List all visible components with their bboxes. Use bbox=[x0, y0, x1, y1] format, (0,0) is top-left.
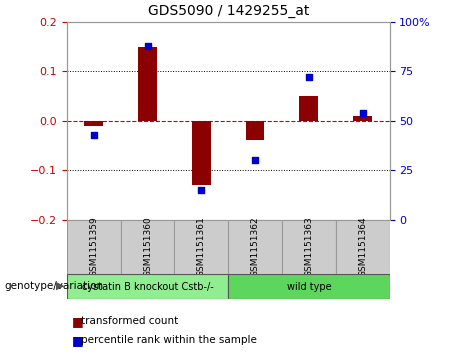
Bar bbox=[282, 220, 336, 274]
Point bbox=[305, 74, 313, 80]
Text: GSM1151363: GSM1151363 bbox=[304, 216, 313, 277]
Point bbox=[359, 110, 366, 116]
Bar bbox=[174, 220, 228, 274]
Bar bbox=[353, 116, 372, 121]
Text: GSM1151364: GSM1151364 bbox=[358, 216, 367, 277]
Text: ■: ■ bbox=[71, 315, 83, 328]
Text: GSM1151361: GSM1151361 bbox=[197, 216, 206, 277]
Bar bbox=[67, 274, 228, 299]
Text: percentile rank within the sample: percentile rank within the sample bbox=[81, 335, 257, 345]
Point bbox=[90, 132, 97, 138]
Title: GDS5090 / 1429255_at: GDS5090 / 1429255_at bbox=[148, 4, 309, 18]
Point bbox=[144, 42, 151, 48]
Text: GSM1151362: GSM1151362 bbox=[251, 216, 260, 277]
Bar bbox=[84, 121, 103, 126]
Text: ■: ■ bbox=[71, 334, 83, 347]
Bar bbox=[246, 121, 265, 140]
Bar bbox=[192, 121, 211, 185]
Bar bbox=[336, 220, 390, 274]
Point bbox=[251, 157, 259, 163]
Text: transformed count: transformed count bbox=[81, 316, 178, 326]
Text: genotype/variation: genotype/variation bbox=[5, 281, 104, 291]
Text: GSM1151360: GSM1151360 bbox=[143, 216, 152, 277]
Bar bbox=[138, 46, 157, 121]
Point bbox=[198, 187, 205, 193]
Bar bbox=[67, 220, 121, 274]
Text: GSM1151359: GSM1151359 bbox=[89, 216, 98, 277]
Bar bbox=[121, 220, 174, 274]
Text: cystatin B knockout Cstb-/-: cystatin B knockout Cstb-/- bbox=[82, 282, 213, 292]
Bar bbox=[228, 274, 390, 299]
Text: wild type: wild type bbox=[287, 282, 331, 292]
Bar bbox=[228, 220, 282, 274]
Text: ▶: ▶ bbox=[56, 281, 65, 291]
Bar bbox=[300, 96, 318, 121]
